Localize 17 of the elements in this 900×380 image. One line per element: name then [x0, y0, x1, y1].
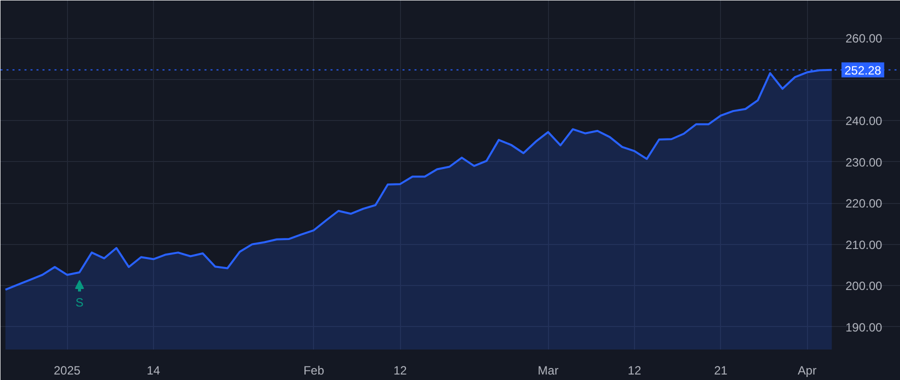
y-tick-label: 200.00: [846, 279, 883, 294]
y-tick-label: 240.00: [846, 114, 883, 128]
x-tick-label: 12: [393, 364, 408, 378]
y-tick-label: 220.00: [846, 196, 883, 211]
x-tick-label: 21: [714, 364, 728, 378]
x-tick-label: Feb: [303, 364, 324, 378]
x-tick-label: 2025: [54, 364, 81, 378]
x-tick-label: Mar: [538, 364, 558, 378]
y-tick-label: 210.00: [846, 238, 883, 252]
y-tick-label: 190.00: [846, 320, 883, 334]
y-tick-label: 230.00: [846, 155, 883, 170]
x-tick-label: Apr: [798, 364, 816, 378]
x-tick-label: 14: [146, 364, 160, 378]
x-tick-label: 12: [628, 364, 642, 378]
ref-line-label: 252.28: [844, 63, 882, 78]
y-tick-label: 260.00: [846, 32, 883, 46]
annotation: S: [76, 296, 84, 310]
